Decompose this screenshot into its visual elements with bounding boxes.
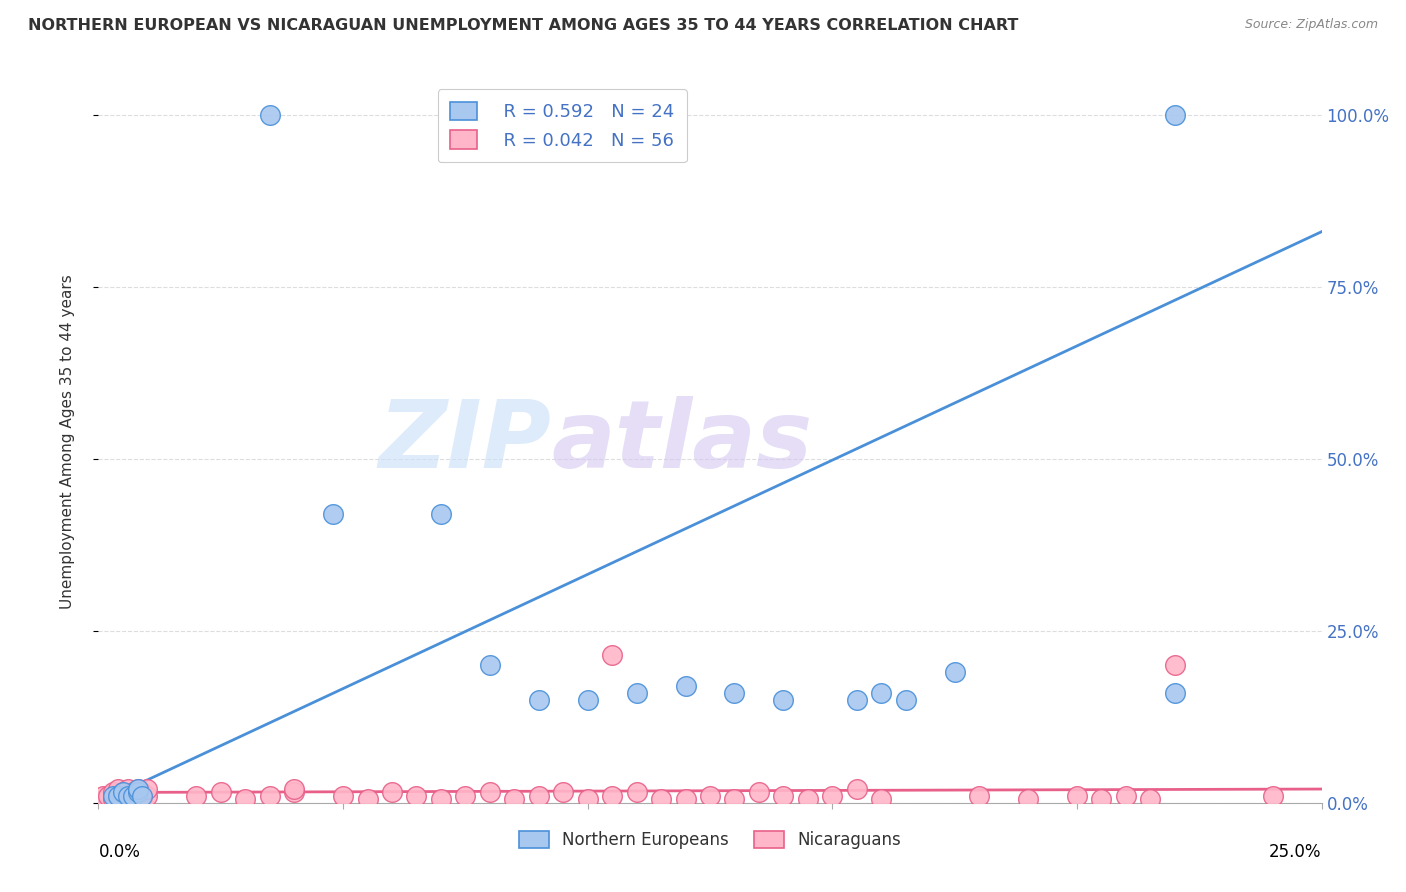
Point: [967, 789, 990, 803]
Point: [127, 782, 149, 797]
Point: [723, 686, 745, 700]
Point: [576, 692, 599, 706]
Point: [626, 785, 648, 799]
Point: [553, 785, 575, 799]
Point: [1066, 789, 1088, 803]
Point: [723, 792, 745, 806]
Point: [405, 789, 427, 803]
Y-axis label: Unemployment Among Ages 35 to 44 years: Unemployment Among Ages 35 to 44 years: [60, 274, 75, 609]
Point: [283, 782, 305, 797]
Point: [1139, 792, 1161, 806]
Point: [209, 785, 232, 799]
Point: [101, 785, 124, 799]
Point: [478, 658, 501, 673]
Point: [127, 789, 149, 803]
Point: [259, 789, 281, 803]
Point: [356, 792, 378, 806]
Text: ZIP: ZIP: [378, 395, 551, 488]
Point: [107, 789, 129, 803]
Point: [111, 785, 134, 799]
Text: 0.0%: 0.0%: [98, 843, 141, 861]
Point: [894, 692, 917, 706]
Text: atlas: atlas: [551, 395, 813, 488]
Point: [121, 789, 143, 803]
Point: [233, 792, 256, 806]
Point: [699, 789, 721, 803]
Point: [259, 108, 281, 122]
Point: [675, 679, 697, 693]
Point: [1164, 658, 1187, 673]
Point: [845, 692, 868, 706]
Point: [821, 789, 844, 803]
Point: [131, 789, 153, 803]
Point: [107, 782, 129, 797]
Legend: Northern Europeans, Nicaraguans: Northern Europeans, Nicaraguans: [509, 822, 911, 860]
Point: [131, 792, 153, 806]
Point: [527, 789, 550, 803]
Point: [121, 792, 143, 806]
Point: [1164, 686, 1187, 700]
Point: [430, 792, 453, 806]
Point: [101, 792, 124, 806]
Point: [117, 789, 139, 803]
Point: [127, 785, 149, 799]
Point: [503, 792, 526, 806]
Point: [675, 792, 697, 806]
Point: [127, 782, 149, 797]
Point: [600, 648, 623, 662]
Point: [772, 692, 794, 706]
Point: [650, 792, 672, 806]
Point: [97, 789, 120, 803]
Point: [527, 692, 550, 706]
Point: [131, 785, 153, 799]
Point: [870, 686, 893, 700]
Point: [117, 792, 139, 806]
Point: [1261, 789, 1284, 803]
Point: [136, 782, 159, 797]
Point: [748, 785, 770, 799]
Point: [943, 665, 966, 679]
Point: [332, 789, 354, 803]
Point: [797, 792, 820, 806]
Text: Source: ZipAtlas.com: Source: ZipAtlas.com: [1244, 18, 1378, 31]
Point: [1090, 792, 1112, 806]
Point: [845, 782, 868, 797]
Point: [600, 789, 623, 803]
Point: [478, 785, 501, 799]
Point: [381, 785, 404, 799]
Point: [576, 792, 599, 806]
Point: [107, 789, 129, 803]
Point: [117, 782, 139, 797]
Point: [1017, 792, 1039, 806]
Point: [186, 789, 208, 803]
Point: [1115, 789, 1137, 803]
Point: [1164, 108, 1187, 122]
Point: [322, 507, 344, 521]
Point: [870, 792, 893, 806]
Point: [626, 686, 648, 700]
Point: [136, 789, 159, 803]
Point: [283, 785, 305, 799]
Point: [121, 785, 143, 799]
Point: [91, 789, 114, 803]
Point: [101, 789, 124, 803]
Point: [454, 789, 477, 803]
Text: 25.0%: 25.0%: [1270, 843, 1322, 861]
Point: [772, 789, 794, 803]
Point: [111, 785, 134, 799]
Point: [111, 792, 134, 806]
Point: [430, 507, 453, 521]
Text: NORTHERN EUROPEAN VS NICARAGUAN UNEMPLOYMENT AMONG AGES 35 TO 44 YEARS CORRELATI: NORTHERN EUROPEAN VS NICARAGUAN UNEMPLOY…: [28, 18, 1018, 33]
